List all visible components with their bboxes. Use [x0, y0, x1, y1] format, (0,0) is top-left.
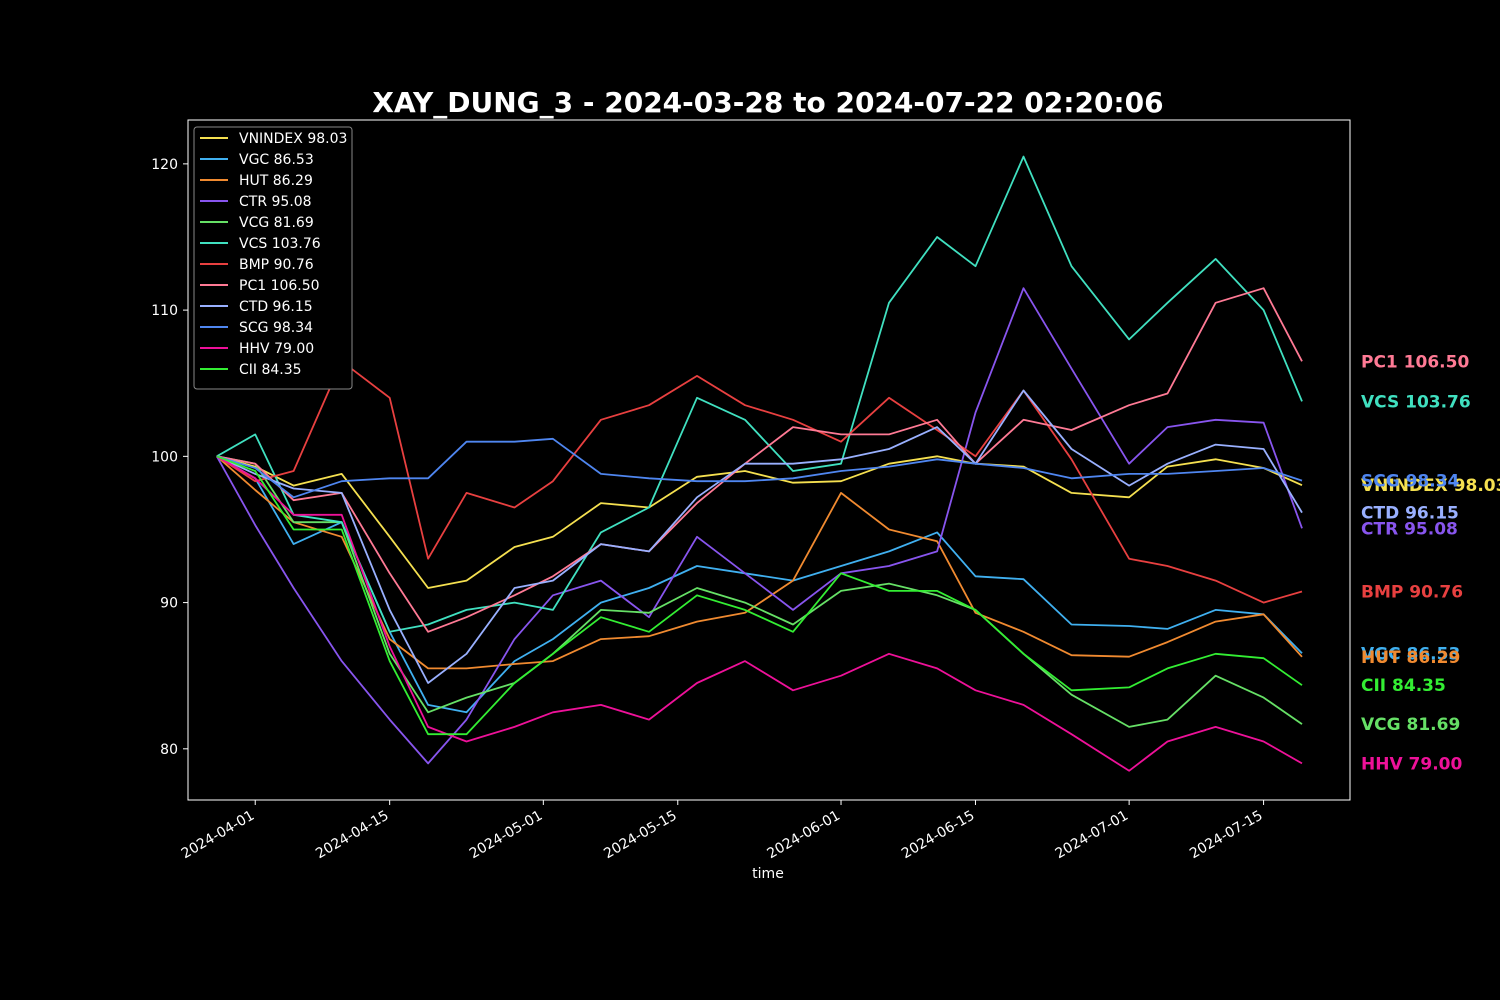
y-tick-label: 80: [160, 742, 178, 758]
x-tick-label: 2024-05-01: [467, 808, 545, 863]
legend-label-3: CTR 95.08: [239, 194, 312, 210]
series-line-2: [216, 455, 1303, 670]
series-line-0: [216, 455, 1303, 589]
y-tick-label: 100: [151, 449, 178, 465]
legend-label-10: HHV 79.00: [239, 341, 314, 357]
legend-label-11: CII 84.35: [239, 362, 302, 378]
x-axis: 2024-04-01 2024-04-15 2024-05-01 2024-05-15…: [179, 800, 1266, 862]
x-tick-label: 2024-04-01: [179, 808, 257, 863]
end-label-8: CTD 96.15: [1361, 504, 1459, 524]
legend-label-2: HUT 86.29: [239, 173, 313, 189]
series-line-8: [216, 389, 1303, 684]
x-tick-label: 2024-04-15: [313, 808, 391, 863]
end-label-6: BMP 90.76: [1361, 582, 1463, 602]
legend-label-5: VCS 103.76: [239, 236, 321, 252]
chart-title: XAY_DUNG_3 - 2024-03-28 to 2024-07-22 02…: [372, 86, 1163, 119]
series-line-5: [216, 155, 1303, 633]
end-label-4: VCG 81.69: [1361, 715, 1460, 735]
series-line-4: [216, 455, 1303, 728]
legend-label-1: VGC 86.53: [239, 152, 314, 168]
legend: VNINDEX 98.03 VGC 86.53 HUT 86.29 CTR 95.08…: [193, 126, 353, 390]
plot-area: [187, 119, 1351, 801]
series-line-6: [216, 360, 1303, 604]
series-line-7: [216, 287, 1303, 633]
end-label-10: HHV 79.00: [1361, 754, 1462, 774]
series-line-11: [216, 455, 1303, 736]
x-axis-label: time: [752, 866, 784, 882]
end-label-3: CTR 95.08: [1361, 519, 1458, 539]
x-tick-label: 2024-06-01: [765, 808, 843, 863]
legend-label-9: SCG 98.34: [239, 320, 313, 336]
y-tick-label: 110: [151, 303, 178, 319]
end-label-9: SCG 98.34: [1361, 472, 1460, 492]
x-tick-label: 2024-05-15: [601, 808, 679, 863]
x-tick-label: 2024-07-01: [1053, 808, 1131, 863]
y-tick-label: 90: [160, 596, 178, 612]
end-label-11: CII 84.35: [1361, 676, 1446, 696]
series-line-10: [216, 455, 1303, 772]
y-tick-label: 120: [151, 157, 178, 173]
legend-box: [193, 126, 353, 390]
end-label-5: VCS 103.76: [1361, 392, 1471, 412]
series-line-9: [216, 437, 1303, 499]
series-lines: [216, 155, 1303, 772]
end-label-1: VGC 86.53: [1361, 644, 1460, 664]
end-label-2: HUT 86.29: [1361, 648, 1460, 668]
legend-label-4: VCG 81.69: [239, 215, 314, 231]
legend-label-8: CTD 96.15: [239, 299, 313, 315]
legend-label-7: PC1 106.50: [239, 278, 320, 294]
series-line-3: [216, 287, 1303, 765]
y-axis: 80 90 100 110 120: [151, 157, 188, 758]
end-label-7: PC1 106.50: [1361, 352, 1469, 372]
legend-label-6: BMP 90.76: [239, 257, 314, 273]
legend-label-0: VNINDEX 98.03: [239, 131, 347, 147]
x-tick-label: 2024-07-15: [1187, 808, 1265, 863]
end-label-0: VNINDEX 98.03: [1361, 476, 1500, 496]
x-tick-label: 2024-06-15: [899, 808, 977, 863]
